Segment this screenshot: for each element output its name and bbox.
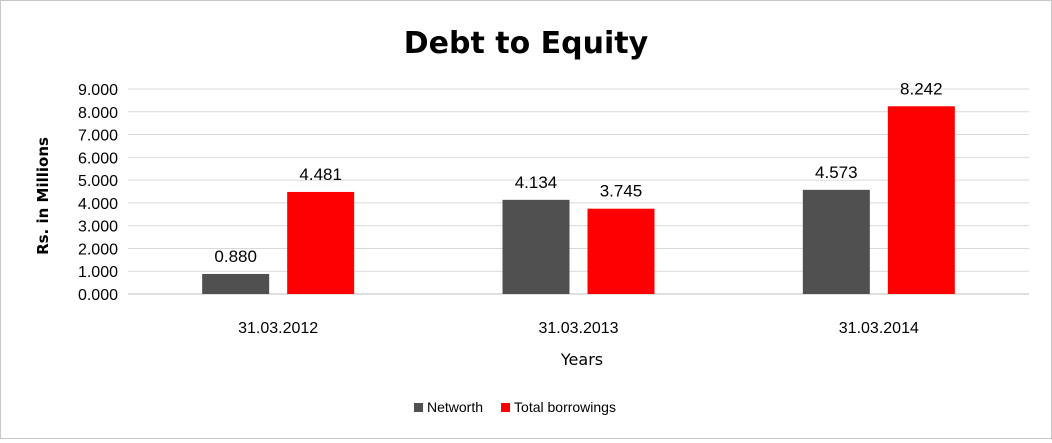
bar-total-borrowings [287, 191, 355, 294]
legend-swatch [501, 403, 511, 412]
chart-title: Debt to Equity [404, 26, 649, 61]
data-label: 4.134 [515, 173, 558, 192]
y-tick-label: 7.000 [78, 128, 118, 145]
bar-total-borrowings [587, 208, 655, 294]
gridlines [128, 88, 1029, 295]
data-label: 4.481 [299, 165, 342, 184]
data-label: 8.242 [900, 79, 943, 98]
bar-networth [502, 199, 570, 294]
y-tick-label: 9.000 [78, 82, 118, 99]
y-tick-label: 1.000 [78, 264, 118, 281]
y-tick-label: 5.000 [78, 173, 118, 190]
y-axis-ticks: 0.000 1.000 2.000 3.000 4.000 5.000 6.000 7.000… [78, 82, 118, 304]
y-tick-label: 6.000 [78, 150, 118, 167]
bar-networth [202, 273, 270, 294]
legend-label: Total borrowings [514, 399, 616, 415]
data-labels: 0.880 4.481 4.134 3.745 4.573 8.242 [214, 79, 942, 266]
data-label: 0.880 [214, 247, 257, 266]
bar-total-borrowings [887, 106, 955, 294]
x-category-label: 31.03.2014 [839, 320, 919, 337]
x-category-label: 31.03.2012 [238, 320, 318, 337]
y-axis-title: Rs. in Millions [34, 137, 52, 255]
legend: Networth Total borrowings [414, 399, 616, 415]
y-tick-label: 8.000 [78, 105, 118, 122]
legend-label: Networth [427, 399, 483, 415]
bars [202, 106, 955, 294]
data-label: 3.745 [600, 182, 643, 201]
x-axis-title: Years [560, 350, 603, 369]
y-tick-label: 3.000 [78, 219, 118, 236]
y-tick-label: 4.000 [78, 196, 118, 213]
y-tick-label: 0.000 [78, 287, 118, 304]
y-tick-label: 2.000 [78, 241, 118, 258]
x-axis-categories: 31.03.2012 31.03.2013 31.03.2014 [238, 320, 919, 337]
data-label: 4.573 [815, 163, 858, 182]
bar-networth [802, 189, 870, 294]
legend-swatch [414, 403, 423, 412]
x-category-label: 31.03.2013 [538, 320, 618, 337]
